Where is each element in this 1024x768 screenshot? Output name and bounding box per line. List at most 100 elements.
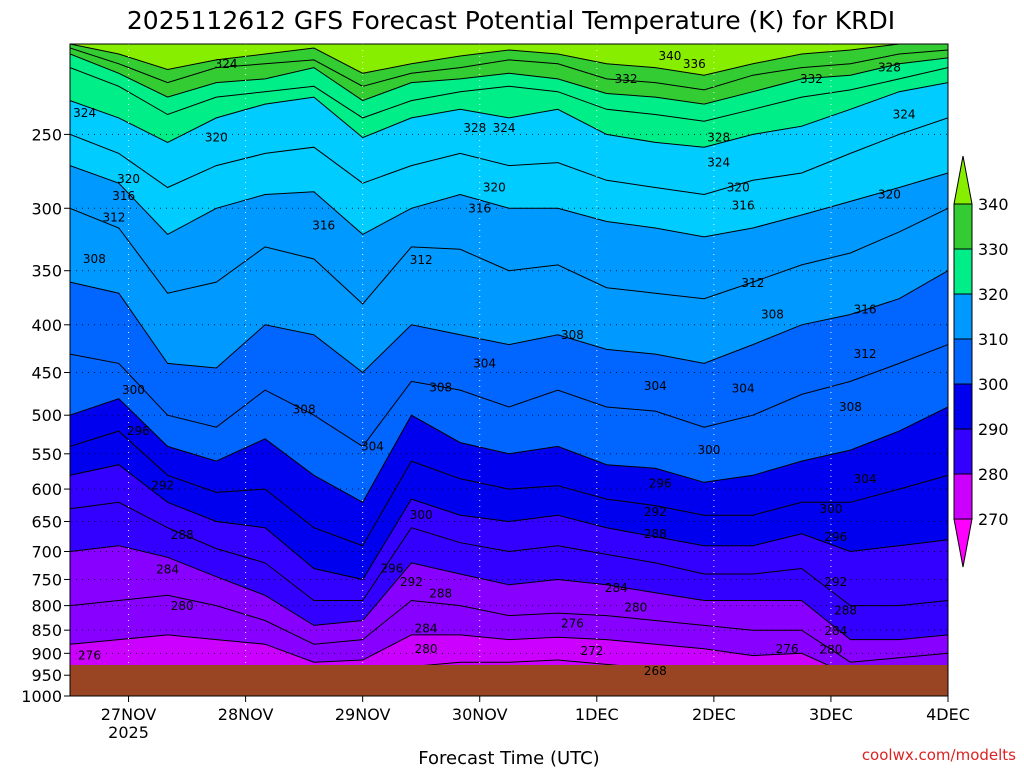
isentrope-328 — [70, 67, 948, 122]
contour-label: 284 — [824, 624, 847, 638]
isentrope-336 — [70, 47, 948, 91]
y-tick-label: 350 — [31, 262, 62, 281]
contour-label: 324 — [215, 57, 238, 71]
colorbar: 270 280 290 300 310 320 330 340 — [953, 155, 1009, 568]
watermark-link[interactable]: coolwx.com/modelts — [862, 746, 1016, 764]
colorbar-label: 290 — [978, 420, 1009, 439]
contour-label: 316 — [312, 218, 335, 232]
contour-label: 300 — [410, 508, 433, 522]
contour-label: 300 — [698, 443, 721, 457]
ground-surface — [70, 665, 948, 696]
contour-label: 316 — [112, 189, 135, 203]
y-tick-label: 750 — [31, 570, 62, 589]
grid-lines — [70, 44, 948, 665]
y-tick-label: 600 — [31, 480, 62, 499]
contour-label: 304 — [644, 379, 667, 393]
contour-label: 288 — [171, 528, 194, 542]
contour-label: 316 — [854, 302, 877, 316]
contour-label: 328 — [463, 121, 486, 135]
x-tick-label: 27NOV — [101, 705, 157, 724]
contour-label: 280 — [171, 599, 194, 613]
isentrope-324 — [70, 82, 948, 148]
contour-label: 280 — [624, 601, 647, 615]
y-tick-label: 250 — [31, 125, 62, 144]
contour-label: 320 — [483, 180, 506, 194]
x-tick-label: 28NOV — [218, 705, 274, 724]
contour-label: 320 — [878, 188, 901, 202]
contour-label: 316 — [468, 201, 491, 215]
contour-label: 288 — [644, 527, 667, 541]
contour-label: 296 — [824, 530, 847, 544]
contour-label: 308 — [839, 400, 862, 414]
isentrope-272 — [423, 659, 619, 665]
contour-label: 296 — [127, 424, 150, 438]
contour-label: 324 — [73, 106, 96, 120]
contour-label: 308 — [429, 381, 452, 395]
contour-label: 316 — [732, 199, 755, 213]
isentrope-332 — [70, 53, 948, 105]
colorbar-label: 340 — [978, 195, 1009, 214]
contour-label: 300 — [819, 502, 842, 516]
contour-label: 332 — [800, 72, 823, 86]
contour-label: 284 — [605, 581, 628, 595]
contour-label: 292 — [824, 575, 847, 589]
contour-label: 300 — [122, 383, 145, 397]
colorbar-label: 330 — [978, 240, 1009, 259]
x-tick-label: 1DEC — [575, 705, 619, 724]
colorbar-top-arrow — [953, 155, 973, 205]
x-tick-label: 3DEC — [809, 705, 853, 724]
y-tick-label: 800 — [31, 597, 62, 616]
colorbar-label: 300 — [978, 375, 1009, 394]
isentrope-284 — [70, 545, 948, 641]
contour-label: 332 — [615, 72, 638, 86]
y-axis-pressure: 1000 950 900 850 800 750 700 650 600 550 500 450 400… — [21, 125, 70, 706]
x-axis-label: Forecast Time (UTC) — [418, 748, 599, 768]
contour-label: 320 — [727, 180, 750, 194]
contour-label: 320 — [117, 172, 140, 186]
y-tick-label: 500 — [31, 406, 62, 425]
contour-label: 276 — [78, 649, 101, 663]
y-tick-label: 1000 — [21, 687, 62, 706]
contour-label: 272 — [580, 644, 603, 658]
colorbar-segment — [953, 338, 973, 385]
contour-label: 284 — [415, 622, 438, 636]
y-tick-label: 900 — [31, 644, 62, 663]
contour-label: 292 — [151, 479, 174, 493]
isentrope-280 — [70, 594, 948, 663]
isentrope-320 — [70, 117, 948, 196]
contour-label: 324 — [493, 121, 516, 135]
colorbar-segment — [953, 293, 973, 340]
contour-label: 328 — [707, 131, 730, 145]
contour-label: 312 — [741, 276, 764, 290]
x-tick-label: 29NOV — [335, 705, 391, 724]
contour-label: 324 — [893, 107, 916, 121]
colorbar-bottom-arrow — [953, 518, 973, 568]
contour-label: 292 — [400, 575, 423, 589]
colorbar-segment — [953, 473, 973, 520]
colorbar-segment — [953, 428, 973, 475]
contour-label: 292 — [644, 505, 667, 519]
contour-label: 336 — [683, 57, 706, 71]
contour-label: 324 — [707, 156, 730, 170]
x-tick-label: 2DEC — [692, 705, 736, 724]
x-tick-label: 4DEC — [926, 705, 970, 724]
colorbar-label: 270 — [978, 510, 1009, 529]
contour-label: 276 — [776, 642, 799, 656]
contour-label: 296 — [380, 562, 403, 576]
colorbar-segment — [953, 383, 973, 430]
contour-label: 340 — [659, 49, 682, 63]
colorbar-segment — [953, 203, 973, 250]
y-tick-label: 650 — [31, 512, 62, 531]
contour-label: 312 — [102, 211, 125, 225]
colorbar-segment — [953, 248, 973, 295]
contour-label: 296 — [649, 477, 672, 491]
contour-label: 304 — [854, 472, 877, 486]
contour-label: 288 — [429, 586, 452, 600]
isentrope-308 — [70, 270, 948, 374]
x-tick-year: 2025 — [108, 723, 149, 742]
contour-label: 304 — [732, 381, 755, 395]
y-tick-label: 400 — [31, 316, 62, 335]
contour-label: 320 — [205, 131, 228, 145]
